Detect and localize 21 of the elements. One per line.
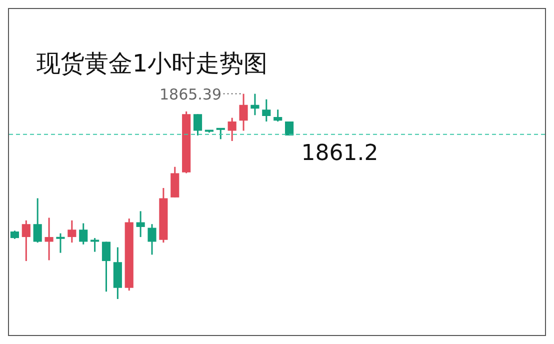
- candlestick: [148, 223, 156, 256]
- candlestick: [68, 220, 76, 244]
- candlestick: [56, 232, 65, 254]
- chart-title: 现货黄金1小时走势图: [36, 50, 268, 78]
- annotation: 1865.39: [159, 86, 222, 104]
- candlestick: [22, 220, 30, 262]
- candlestick: [239, 93, 248, 132]
- candlestick: [136, 210, 145, 238]
- candlestick: [193, 113, 202, 136]
- candlestick: [90, 237, 100, 253]
- candlestick: [33, 197, 42, 244]
- text: 1861.2: [301, 141, 378, 166]
- candlestick: [228, 117, 236, 142]
- candlestick: [44, 216, 54, 261]
- candlestick: [284, 120, 294, 136]
- candlestick: [250, 93, 260, 116]
- candlestick: [216, 127, 225, 140]
- candlestick: [79, 222, 88, 246]
- candlestick: [274, 108, 282, 122]
- candlestick: [102, 241, 111, 292]
- candlestick: [262, 98, 271, 122]
